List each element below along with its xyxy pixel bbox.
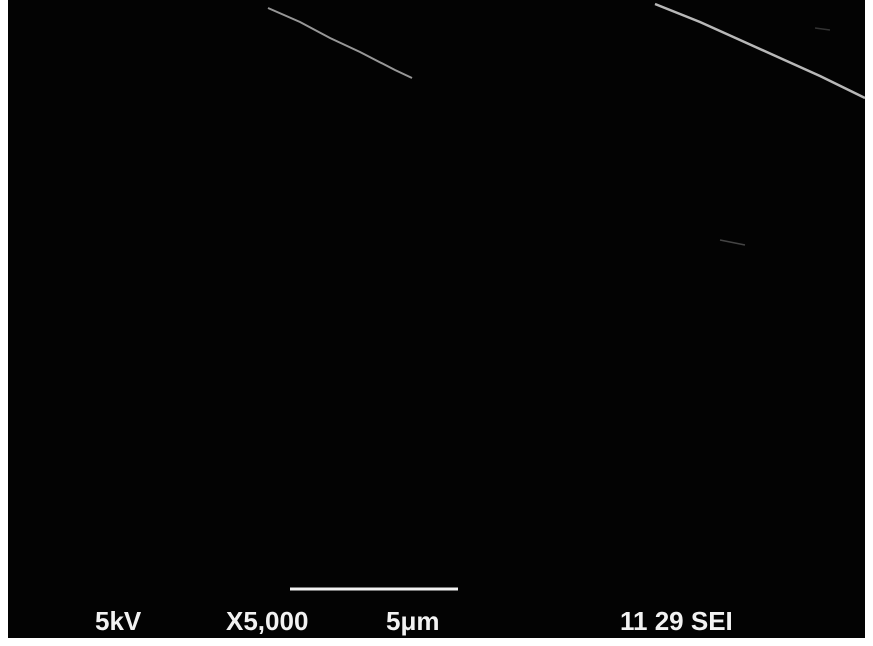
page: 5kV X5,000 5μm 11 29 SEI (() => { const … [0,0,873,646]
image-label: 11 29 SEI [620,606,733,636]
magnification: X5,000 [226,606,308,636]
micrograph: 5kV X5,000 5μm 11 29 SEI [0,0,873,646]
scale-label: 5μm [386,606,440,636]
voltage: 5kV [95,606,142,636]
image-area [8,0,865,638]
